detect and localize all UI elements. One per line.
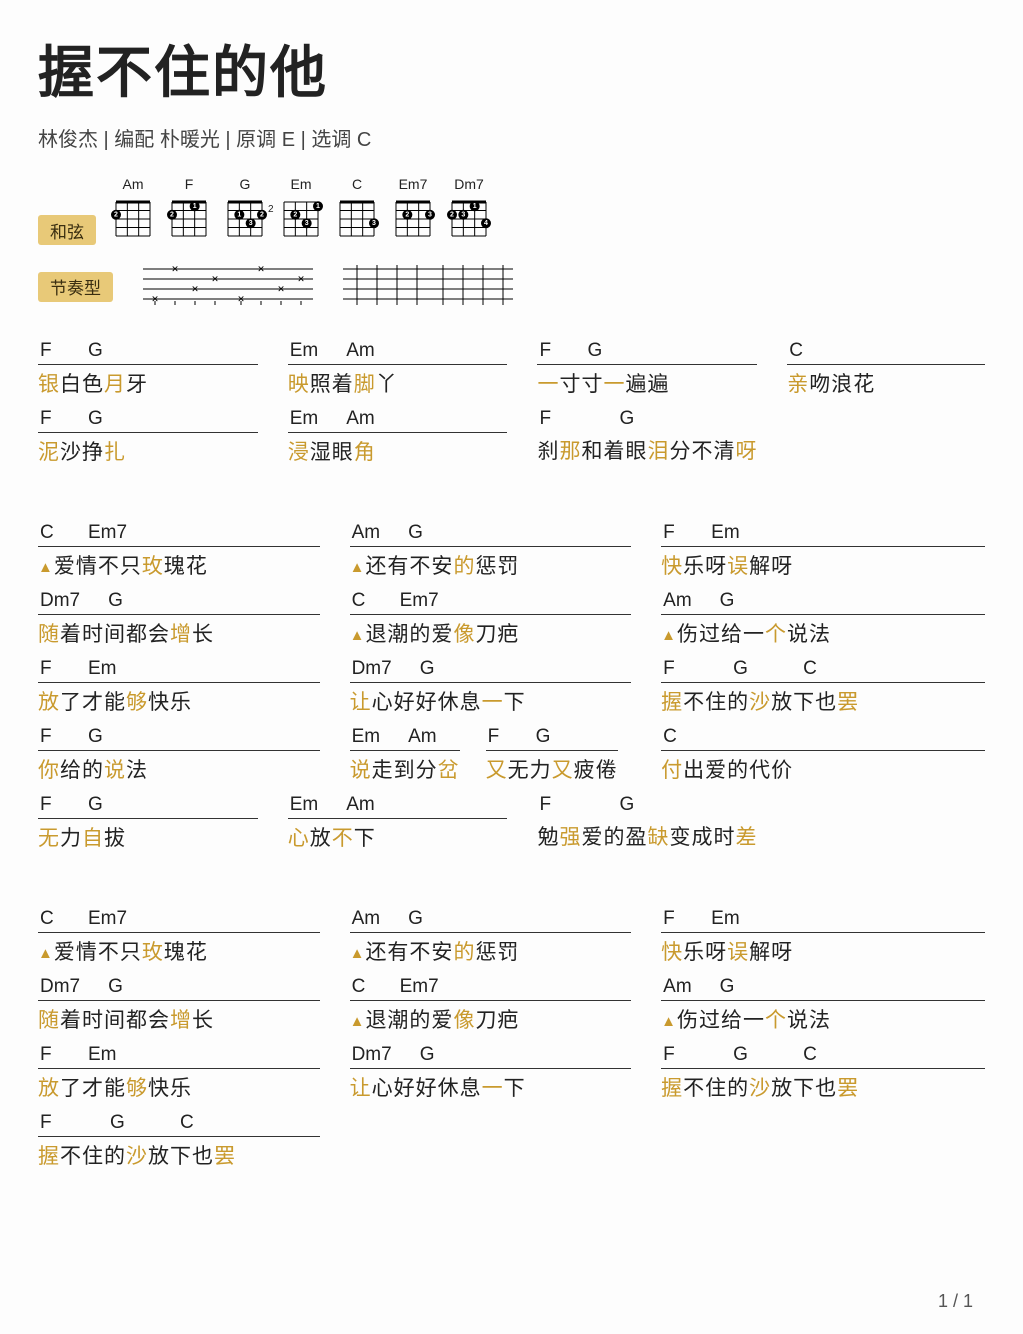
page-number: 1 / 1 bbox=[938, 1291, 973, 1312]
svg-text:1: 1 bbox=[237, 211, 241, 218]
svg-text:3: 3 bbox=[372, 220, 376, 227]
lyrics-chord-grid: FG银白色月牙 EmAm映照着脚丫 FG一寸寸一遍遍 C亲吻浪花 FG泥沙挣扎 EmAm浸… bbox=[38, 340, 985, 1170]
measure: AmG▲还有不安的惩罚 bbox=[350, 522, 632, 580]
measure: FGC握不住的沙放下也罢 bbox=[38, 1112, 320, 1170]
measure: FEm放了才能够快乐 bbox=[38, 1044, 320, 1102]
chords-label-badge: 和弦 bbox=[38, 215, 96, 245]
svg-text:2: 2 bbox=[260, 211, 264, 218]
song-subtitle: 林俊杰 | 编配 朴暖光 | 原调 E | 选调 C bbox=[38, 123, 985, 152]
measure: FEm快乐呀误解呀 bbox=[661, 522, 985, 580]
svg-text:✕: ✕ bbox=[257, 264, 265, 274]
measure: FG你给的说法 bbox=[38, 726, 320, 784]
measure: Dm7G随着时间都会增长 bbox=[38, 590, 320, 648]
measure: EmAm心放不下 bbox=[288, 794, 508, 852]
measure: C付出爱的代价 bbox=[661, 726, 985, 784]
measure: FEm放了才能够快乐 bbox=[38, 658, 320, 716]
measure: AmG▲伤过给一个说法 bbox=[661, 590, 985, 648]
svg-text:4: 4 bbox=[484, 220, 488, 227]
svg-text:✕: ✕ bbox=[191, 284, 199, 294]
svg-text:✕: ✕ bbox=[297, 274, 305, 284]
rhythm-pattern-strum bbox=[343, 263, 513, 310]
chord-diagram-Em7: Em723 bbox=[390, 176, 436, 245]
svg-text:✕: ✕ bbox=[211, 274, 219, 284]
rhythm-pattern-tab: ✕✕✕✕✕✕✕✕ bbox=[143, 263, 313, 310]
svg-text:3: 3 bbox=[461, 211, 465, 218]
svg-text:3: 3 bbox=[249, 220, 253, 227]
chord-diagram-Dm7: Dm71234 bbox=[446, 176, 492, 245]
measure: C亲吻浪花 bbox=[787, 340, 985, 398]
measure: FG无力自拔 bbox=[38, 794, 258, 852]
measure: CEm7▲爱情不只玫瑰花 bbox=[38, 522, 320, 580]
measure: FEm快乐呀误解呀 bbox=[661, 908, 985, 966]
measure: CEm7▲退潮的爱像刀疤 bbox=[350, 590, 632, 648]
measure: CEm7▲退潮的爱像刀疤 bbox=[350, 976, 632, 1034]
svg-text:2: 2 bbox=[170, 211, 174, 218]
measure: Dm7G随着时间都会增长 bbox=[38, 976, 320, 1034]
measure: FG刹那和着眼泪分不清呀 bbox=[537, 408, 985, 466]
svg-text:2: 2 bbox=[450, 211, 454, 218]
measure: FGC握不住的沙放下也罢 bbox=[661, 1044, 985, 1102]
chord-diagram-F: F12 bbox=[166, 176, 212, 245]
measure: FG银白色月牙 bbox=[38, 340, 258, 398]
song-title: 握不住的他 bbox=[38, 28, 985, 109]
svg-text:3: 3 bbox=[305, 220, 309, 227]
svg-text:3: 3 bbox=[428, 211, 432, 218]
chord-diagrams-row: 和弦 Am2F12G123Em2123C3Em723Dm71234 bbox=[38, 176, 985, 245]
rhythm-row: 节奏型 ✕✕✕✕✕✕✕✕ bbox=[38, 263, 985, 310]
svg-text:2: 2 bbox=[405, 211, 409, 218]
measure: EmAm说走到分岔FG又无力又疲倦 bbox=[350, 726, 632, 784]
measure: Dm7G让心好好休息一下 bbox=[350, 658, 632, 716]
chord-diagram-Am: Am2 bbox=[110, 176, 156, 245]
svg-text:✕: ✕ bbox=[277, 284, 285, 294]
measure: EmAm浸湿眼角 bbox=[288, 408, 508, 466]
svg-text:✕: ✕ bbox=[171, 264, 179, 274]
rhythm-label-badge: 节奏型 bbox=[38, 272, 113, 302]
chord-diagram-Em: Em2123 bbox=[278, 176, 324, 245]
measure: Dm7G让心好好休息一下 bbox=[350, 1044, 632, 1102]
svg-text:1: 1 bbox=[473, 203, 477, 210]
chord-diagram-G: G123 bbox=[222, 176, 268, 245]
measure: AmG▲还有不安的惩罚 bbox=[350, 908, 632, 966]
svg-text:2: 2 bbox=[293, 211, 297, 218]
measure: FG泥沙挣扎 bbox=[38, 408, 258, 466]
svg-text:2: 2 bbox=[114, 211, 118, 218]
measure: FG一寸寸一遍遍 bbox=[537, 340, 757, 398]
measure: CEm7▲爱情不只玫瑰花 bbox=[38, 908, 320, 966]
svg-text:1: 1 bbox=[316, 203, 320, 210]
svg-text:1: 1 bbox=[193, 203, 197, 210]
measure: EmAm映照着脚丫 bbox=[288, 340, 508, 398]
measure: AmG▲伤过给一个说法 bbox=[661, 976, 985, 1034]
measure: FG勉强爱的盈缺变成时差 bbox=[537, 794, 985, 852]
chord-diagram-C: C3 bbox=[334, 176, 380, 245]
measure: FGC握不住的沙放下也罢 bbox=[661, 658, 985, 716]
